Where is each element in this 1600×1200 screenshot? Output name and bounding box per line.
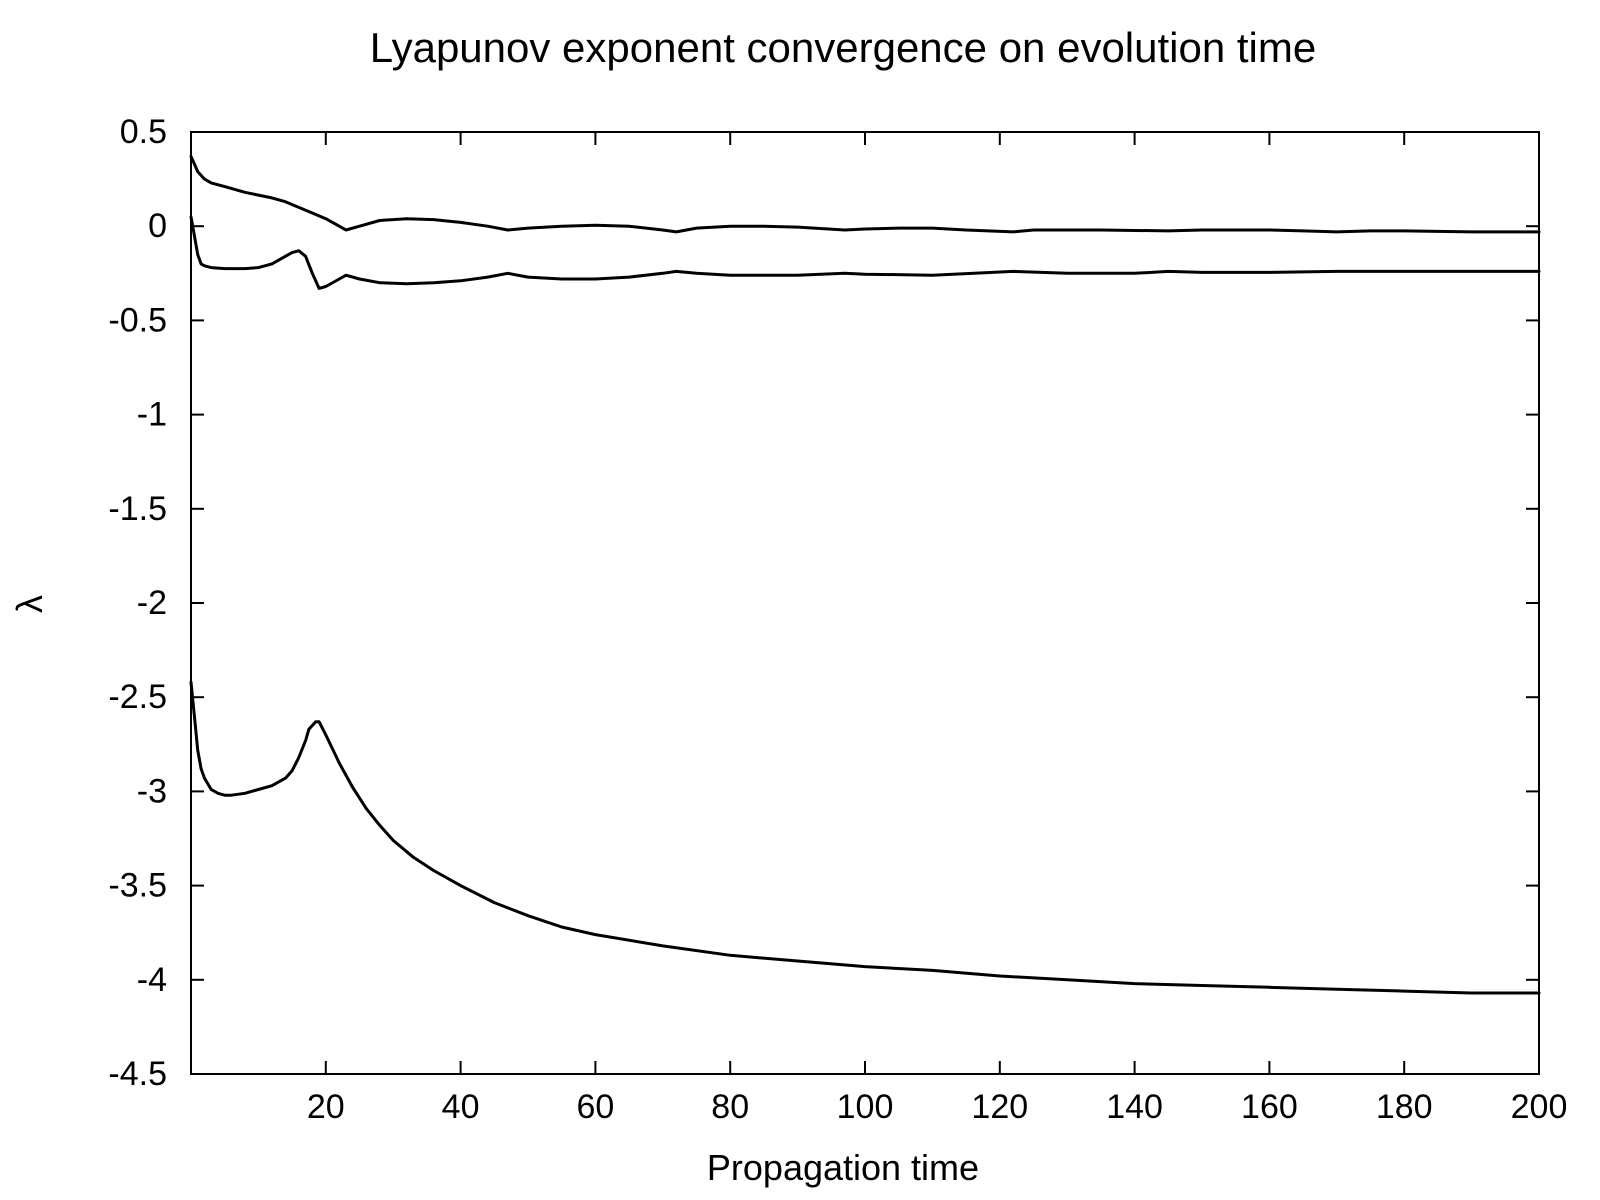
y-tick-label: -1	[137, 396, 167, 434]
chart-title: Lyapunov exponent convergence on evoluti…	[370, 24, 1316, 71]
x-tick-label: 180	[1376, 1088, 1433, 1126]
x-axis-label: Propagation time	[707, 1147, 979, 1188]
y-axis-label: λ	[9, 595, 50, 613]
x-tick-label: 100	[837, 1088, 894, 1126]
y-tick-label: -3	[137, 772, 167, 810]
x-tick-label: 20	[307, 1088, 345, 1126]
y-tick-label: -4	[137, 961, 167, 999]
series-line-2	[189, 215, 1541, 290]
y-tick-label: -0.5	[108, 301, 167, 339]
series-line-3	[189, 680, 1541, 995]
y-tick-label: -2	[137, 584, 167, 622]
x-tick-label: 160	[1241, 1088, 1298, 1126]
x-tick-label: 80	[711, 1088, 749, 1126]
x-tick-label: 40	[442, 1088, 480, 1126]
axis-ticks: 20 40 60 80 100 120 140 160 180 200 0.5 0 -0.5 -1 -1.5…	[108, 113, 1567, 1126]
y-tick-label: -1.5	[108, 490, 167, 528]
x-tick-label: 200	[1511, 1088, 1568, 1126]
series-lines	[189, 155, 1541, 995]
y-tick-label: -2.5	[108, 678, 167, 716]
series-line-1	[189, 155, 1541, 234]
y-tick-label: -4.5	[108, 1055, 167, 1093]
y-tick-label: 0.5	[120, 113, 167, 151]
x-tick-label: 60	[576, 1088, 614, 1126]
y-tick-label: 0	[148, 207, 167, 245]
x-tick-label: 140	[1106, 1088, 1163, 1126]
y-tick-label: -3.5	[108, 867, 167, 905]
x-tick-label: 120	[971, 1088, 1028, 1126]
